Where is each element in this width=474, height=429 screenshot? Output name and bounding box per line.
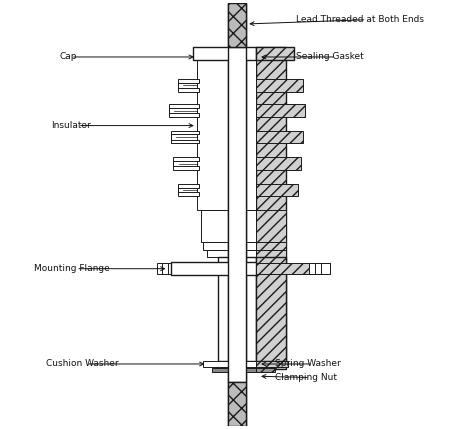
Bar (256, 210, 286, 242)
Bar (256, 263, 330, 274)
Bar (228, 47, 246, 382)
Polygon shape (172, 130, 199, 143)
Text: Clamping Nut: Clamping Nut (275, 373, 337, 382)
Bar (207, 251, 256, 257)
Text: Sealing Gasket: Sealing Gasket (296, 52, 364, 61)
Bar (172, 262, 256, 275)
Bar (256, 47, 286, 369)
Bar (201, 210, 256, 242)
Bar (192, 47, 256, 60)
Text: Mounting Flange: Mounting Flange (34, 264, 109, 273)
Polygon shape (178, 79, 199, 92)
Polygon shape (173, 157, 199, 170)
Text: Insulator: Insulator (51, 121, 91, 130)
Text: Spring Washer: Spring Washer (275, 360, 341, 369)
Bar (228, 47, 246, 382)
Bar (156, 263, 172, 274)
Bar (228, 382, 246, 426)
Bar (256, 47, 294, 60)
Bar (256, 361, 288, 367)
Bar (218, 257, 256, 361)
Bar (256, 242, 286, 251)
Bar (211, 368, 256, 372)
Polygon shape (256, 79, 302, 92)
Polygon shape (256, 130, 302, 143)
Bar (256, 251, 286, 257)
Bar (228, 3, 246, 47)
Polygon shape (169, 104, 199, 117)
Text: Cushion Washer: Cushion Washer (46, 360, 119, 369)
Bar (228, 3, 246, 47)
Polygon shape (256, 104, 305, 117)
Polygon shape (178, 184, 199, 196)
Bar (256, 368, 275, 372)
Polygon shape (256, 184, 299, 196)
Text: Cap: Cap (59, 52, 77, 61)
Bar (197, 60, 256, 210)
Bar (309, 263, 330, 274)
Polygon shape (256, 157, 301, 170)
Text: Lead Threaded at Both Ends: Lead Threaded at Both Ends (296, 15, 424, 24)
Bar (228, 382, 246, 426)
Bar (256, 257, 286, 361)
Bar (203, 361, 256, 367)
Bar (203, 242, 256, 251)
